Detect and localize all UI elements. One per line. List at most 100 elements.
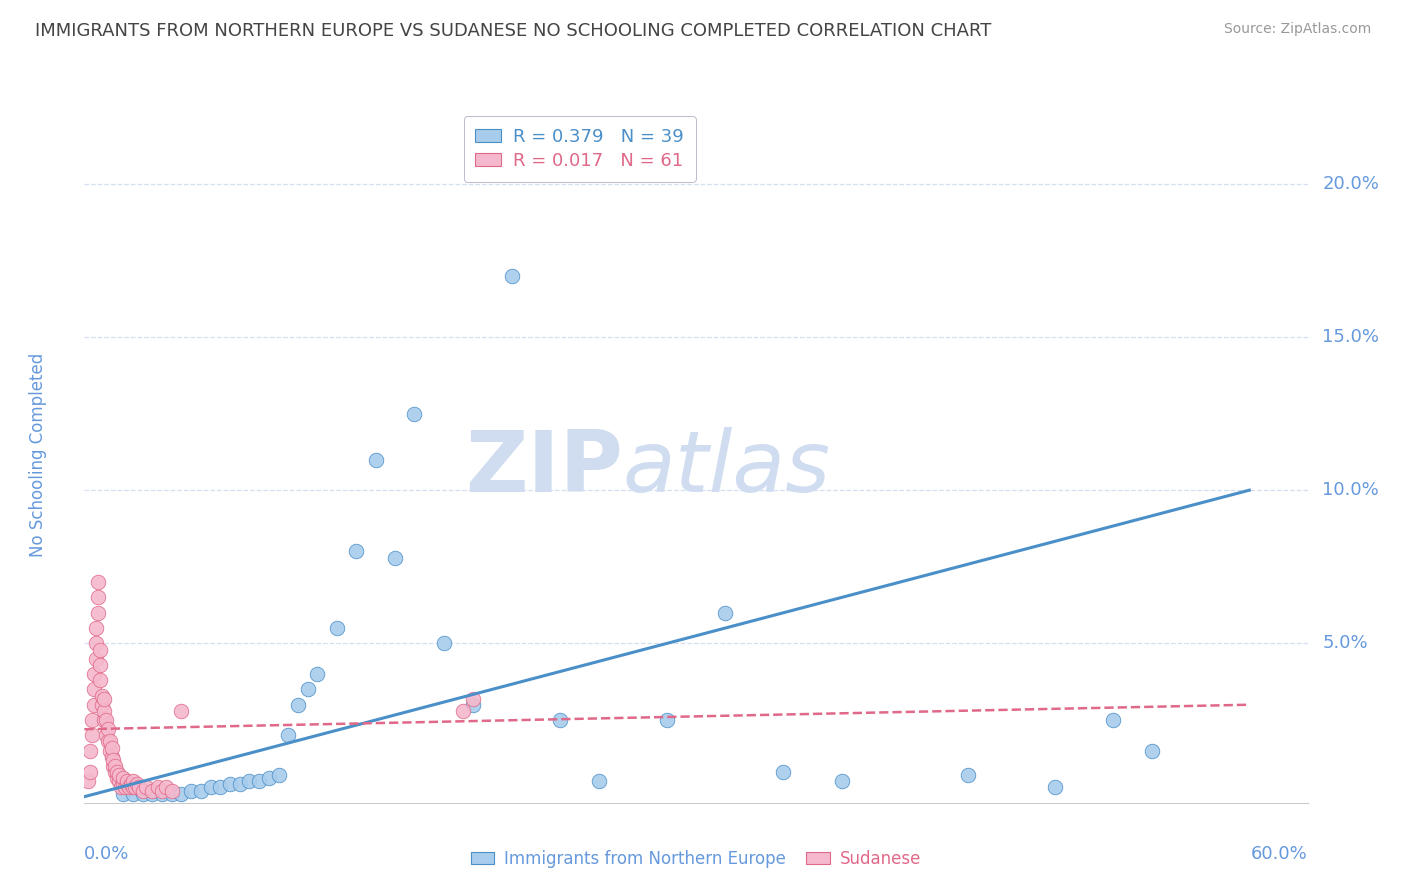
Point [287, 698, 309, 712]
Text: 0.0%: 0.0% [84, 845, 129, 863]
Point [209, 780, 232, 795]
Point [100, 740, 122, 755]
Text: 20.0%: 20.0% [1322, 175, 1379, 193]
Point [238, 774, 260, 789]
Point [87, 606, 110, 620]
Point [83, 682, 105, 697]
Point [150, 783, 173, 797]
Point [461, 691, 484, 706]
Point [87, 591, 110, 605]
Point [114, 780, 136, 795]
Point [93, 691, 115, 706]
Point [124, 780, 146, 795]
Point [94, 728, 117, 742]
Point [105, 765, 128, 780]
Point [772, 765, 794, 780]
Text: IMMIGRANTS FROM NORTHERN EUROPE VS SUDANESE NO SCHOOLING COMPLETED CORRELATION C: IMMIGRANTS FROM NORTHERN EUROPE VS SUDAN… [35, 22, 991, 40]
Point [432, 636, 454, 650]
Point [82, 728, 104, 742]
Point [1142, 744, 1164, 758]
Point [108, 774, 131, 789]
Point [461, 698, 484, 712]
Point [548, 713, 571, 727]
Point [1043, 780, 1066, 795]
Point [94, 713, 117, 727]
Point [120, 777, 142, 791]
Point [77, 774, 100, 789]
Point [1102, 713, 1125, 727]
Point [90, 689, 112, 703]
Point [98, 734, 121, 748]
Point [118, 780, 141, 795]
Point [83, 667, 105, 681]
Point [141, 783, 163, 797]
Point [501, 268, 523, 283]
Point [112, 787, 135, 801]
Text: 15.0%: 15.0% [1322, 328, 1379, 346]
Text: ZIP: ZIP [465, 427, 623, 510]
Point [122, 780, 145, 795]
Point [115, 774, 138, 789]
Point [89, 657, 111, 672]
Point [84, 652, 107, 666]
Point [98, 744, 121, 758]
Text: atlas: atlas [623, 427, 831, 510]
Point [200, 780, 222, 795]
Point [190, 783, 212, 797]
Point [160, 783, 183, 797]
Point [180, 783, 202, 797]
Point [364, 452, 387, 467]
Legend: Immigrants from Northern Europe, Sudanese: Immigrants from Northern Europe, Sudanes… [464, 843, 928, 874]
Point [404, 407, 426, 421]
Text: 5.0%: 5.0% [1322, 634, 1368, 652]
Point [588, 774, 610, 789]
Point [89, 673, 111, 688]
Point [103, 753, 125, 767]
Point [247, 774, 270, 789]
Point [97, 723, 120, 737]
Point [104, 759, 127, 773]
Point [160, 787, 183, 801]
Point [714, 606, 737, 620]
Point [112, 777, 135, 791]
Point [112, 772, 135, 786]
Point [122, 787, 145, 801]
Point [87, 575, 110, 590]
Point [100, 749, 122, 764]
Point [170, 704, 193, 718]
Point [89, 642, 111, 657]
Point [97, 734, 120, 748]
Point [307, 667, 329, 681]
Point [326, 621, 349, 635]
Point [956, 768, 979, 782]
Point [170, 787, 193, 801]
Point [104, 765, 127, 780]
Point [125, 777, 148, 791]
Point [655, 713, 678, 727]
Point [228, 777, 250, 791]
Point [141, 787, 163, 801]
Point [257, 772, 280, 786]
Text: 10.0%: 10.0% [1322, 481, 1379, 500]
Point [451, 704, 474, 718]
Text: No Schooling Completed: No Schooling Completed [30, 353, 46, 557]
Point [79, 744, 101, 758]
Point [344, 544, 367, 558]
Point [146, 780, 169, 795]
Point [131, 787, 153, 801]
Point [115, 777, 138, 791]
Point [82, 713, 104, 727]
Point [122, 774, 145, 789]
Point [108, 768, 131, 782]
Point [83, 698, 105, 712]
Point [93, 704, 115, 718]
Point [297, 682, 319, 697]
Text: Source: ZipAtlas.com: Source: ZipAtlas.com [1223, 22, 1371, 37]
Point [831, 774, 853, 789]
Point [105, 772, 128, 786]
Point [93, 713, 115, 727]
Point [219, 777, 242, 791]
Point [90, 698, 112, 712]
Point [150, 787, 173, 801]
Text: 60.0%: 60.0% [1251, 845, 1308, 863]
